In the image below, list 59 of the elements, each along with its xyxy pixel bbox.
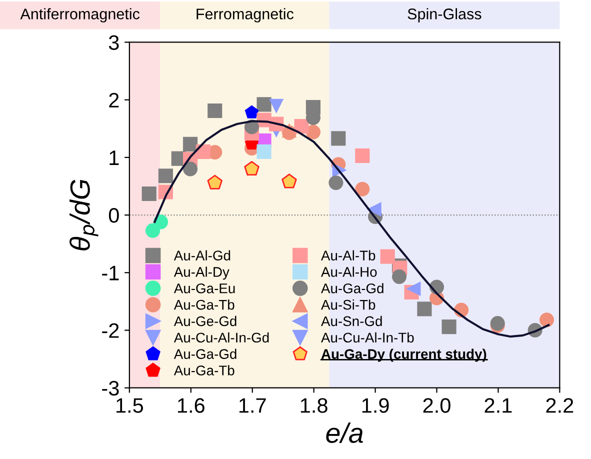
x-tick-label: 1.9 bbox=[362, 398, 389, 413]
point bbox=[539, 312, 554, 328]
legend-label: Au-Ga-Eu bbox=[174, 283, 235, 294]
y-tick-label: 2 bbox=[109, 92, 119, 108]
legend-label: Au-Cu-Al-In-Gd bbox=[174, 332, 269, 343]
legend-label: Au-Cu-Al-In-Tb bbox=[320, 332, 414, 343]
point bbox=[417, 302, 432, 316]
x-tick-label: 1.6 bbox=[178, 398, 204, 413]
x-tick-label: 2.1 bbox=[484, 398, 512, 413]
legend-label: Au-Ga-Dy (current study) bbox=[321, 348, 486, 362]
y-tick-label: 0 bbox=[108, 208, 119, 223]
point bbox=[244, 160, 260, 176]
y-tick-label: -3 bbox=[102, 380, 119, 396]
legend-label: Au-Al-Ho bbox=[320, 266, 377, 277]
point bbox=[331, 131, 346, 146]
point bbox=[406, 281, 421, 296]
legend-label: Au-Sn-Gd bbox=[320, 316, 382, 326]
legend-label: Au-Ga-Gd bbox=[320, 283, 384, 294]
point bbox=[142, 186, 156, 202]
y-tick-label: 3 bbox=[108, 35, 119, 50]
y-tick-label: 1 bbox=[110, 150, 119, 165]
point bbox=[244, 105, 259, 118]
legend-label: Au-Si-Tb bbox=[320, 300, 376, 310]
point bbox=[207, 174, 222, 190]
y-axis-title: θ$_{p}$/dG bbox=[70, 180, 98, 250]
legend-label: Au-Al-Gd bbox=[174, 250, 230, 260]
point bbox=[208, 103, 222, 118]
point bbox=[182, 136, 198, 152]
point bbox=[158, 168, 173, 184]
x-tick-label: 1.5 bbox=[116, 398, 144, 413]
point bbox=[282, 174, 297, 188]
legend-label: Au-Al-Tb bbox=[320, 250, 376, 260]
legend-label: Au-Ga-Tb bbox=[174, 300, 234, 310]
legend-label: Au-Ga-Tb bbox=[174, 365, 234, 376]
legend-label: Au-Ga-Gd bbox=[174, 348, 236, 359]
point bbox=[328, 176, 344, 190]
point bbox=[256, 97, 272, 112]
band-label: Spin-Glass bbox=[408, 8, 482, 22]
y-tick-label: -1 bbox=[102, 266, 119, 280]
legend-label: Au-Al-Dy bbox=[174, 266, 230, 280]
point bbox=[269, 98, 284, 114]
point bbox=[355, 182, 370, 196]
x-axis-title: e/a bbox=[326, 422, 363, 443]
band-label: Ferromagnetic bbox=[196, 8, 294, 22]
legend-label: Au-Ge-Gd bbox=[174, 316, 236, 326]
point bbox=[366, 202, 382, 217]
point bbox=[392, 269, 407, 284]
x-tick-label: 2.0 bbox=[423, 398, 450, 413]
point bbox=[355, 148, 370, 163]
band-label: Antiferromagnetic bbox=[20, 8, 140, 22]
point bbox=[442, 320, 456, 334]
point bbox=[182, 162, 198, 176]
point bbox=[380, 249, 395, 264]
y-tick-label: -2 bbox=[102, 323, 119, 338]
point bbox=[256, 144, 272, 159]
x-tick-label: 1.8 bbox=[300, 398, 328, 413]
x-tick-label: 2.2 bbox=[546, 398, 574, 413]
point bbox=[196, 144, 210, 159]
x-tick-label: 1.7 bbox=[239, 398, 266, 413]
